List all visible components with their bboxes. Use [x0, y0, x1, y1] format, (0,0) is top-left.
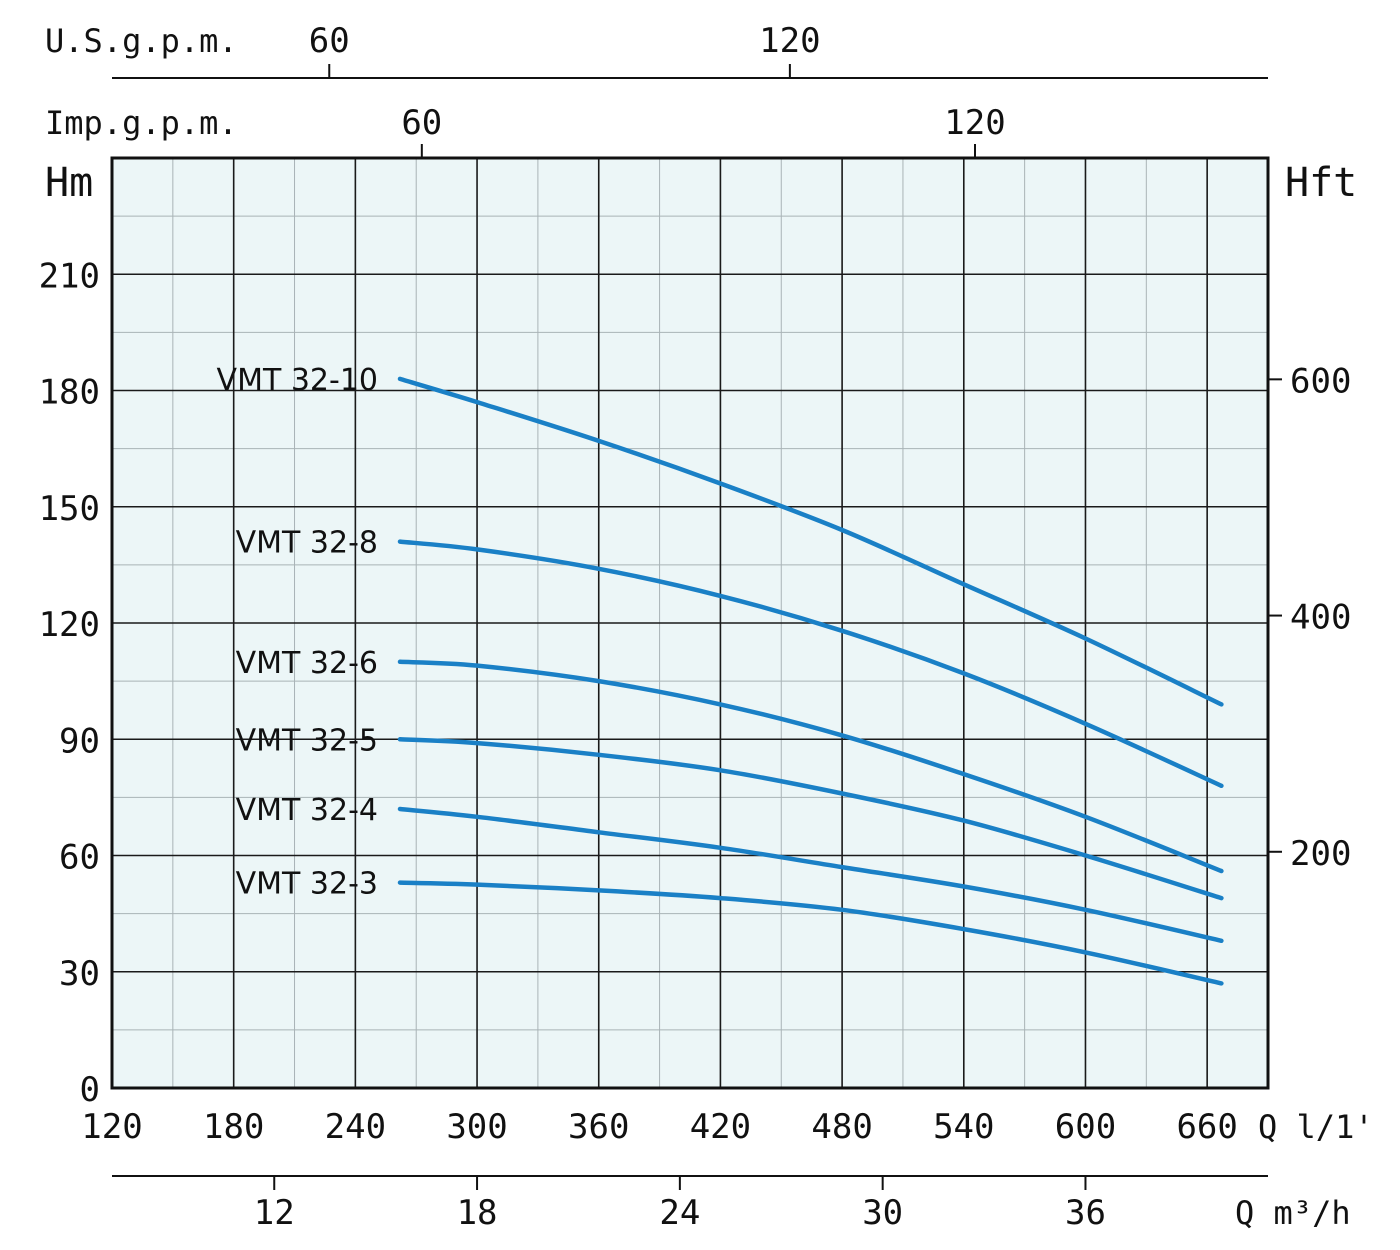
x-tick-label: 360: [568, 1107, 629, 1147]
series-line: [397, 806, 1224, 944]
y-left-tick-label: 120: [39, 605, 100, 645]
x-tick-label: 300: [446, 1107, 507, 1147]
y-right-tick-label: 600: [1290, 361, 1351, 401]
m3h-tick-label: 12: [254, 1193, 295, 1233]
series-line: [397, 539, 1224, 789]
x-tick-label: 180: [203, 1107, 264, 1147]
series-label: VMT 32-8: [236, 526, 378, 561]
impgpm-axis-label: Imp.g.p.m.: [45, 104, 238, 142]
series-line: [397, 880, 1224, 986]
y-left-tick-label: 0: [80, 1070, 100, 1110]
series-line: [397, 737, 1224, 901]
y-left-tick-label: 90: [59, 721, 100, 761]
axis-ticks: [112, 378, 1282, 1190]
y-left-axis-label: Hm: [45, 160, 93, 206]
series-labels: VMT 32-10 VMT 32-8 VMT 32-6 VMT 32-5 VMT 32-…: [217, 363, 378, 902]
y-right-axis-label: Hft: [1285, 160, 1357, 206]
top-axes: [112, 64, 1268, 158]
x-axis-label: Q l/1': [1258, 1108, 1374, 1146]
m3h-axis-label: Q m³/h: [1235, 1194, 1351, 1232]
series-lines: [397, 376, 1224, 986]
x-tick-label: 120: [81, 1107, 142, 1147]
x-tick-label: 480: [811, 1107, 872, 1147]
series-label: VMT 32-3: [236, 867, 378, 902]
m3h-tick-label: 36: [1065, 1193, 1106, 1233]
m3h-tick-label: 18: [457, 1193, 498, 1233]
series-label: VMT 32-4: [236, 793, 378, 828]
usgpm-tick-label: 60: [309, 21, 350, 61]
x-tick-label: 240: [325, 1107, 386, 1147]
series-label: VMT 32-6: [236, 646, 378, 681]
y-left-tick-label: 180: [39, 373, 100, 413]
x-tick-label: 540: [933, 1107, 994, 1147]
x-tick-label: 660: [1176, 1107, 1237, 1147]
grid-lines: [112, 158, 1268, 1088]
y-left-tick-label: 60: [59, 838, 100, 878]
m3h-tick-label: 24: [659, 1193, 700, 1233]
usgpm-tick-label: 120: [759, 21, 820, 61]
impgpm-tick-label: 60: [401, 103, 442, 143]
y-right-tick-label: 400: [1290, 598, 1351, 638]
series-line: [397, 376, 1224, 707]
m3h-tick-label: 30: [862, 1193, 903, 1233]
x-tick-label: 420: [690, 1107, 751, 1147]
y-left-tick-label: 210: [39, 256, 100, 296]
y-left-tick-label: 150: [39, 489, 100, 529]
x-tick-label: 600: [1055, 1107, 1116, 1147]
axis-labels: 0 30 60 90 120 150 180 210 Hm 200 400 600 Hft 120 180 2…: [39, 21, 1374, 1233]
plot-frame: [110, 156, 1270, 1090]
series-line: [397, 659, 1224, 874]
series-label: VMT 32-10: [217, 363, 378, 398]
series-label: VMT 32-5: [236, 723, 378, 758]
y-left-tick-label: 30: [59, 954, 100, 994]
impgpm-tick-label: 120: [944, 103, 1005, 143]
usgpm-axis-label: U.S.g.p.m.: [45, 22, 238, 60]
y-right-tick-label: 200: [1290, 834, 1351, 874]
